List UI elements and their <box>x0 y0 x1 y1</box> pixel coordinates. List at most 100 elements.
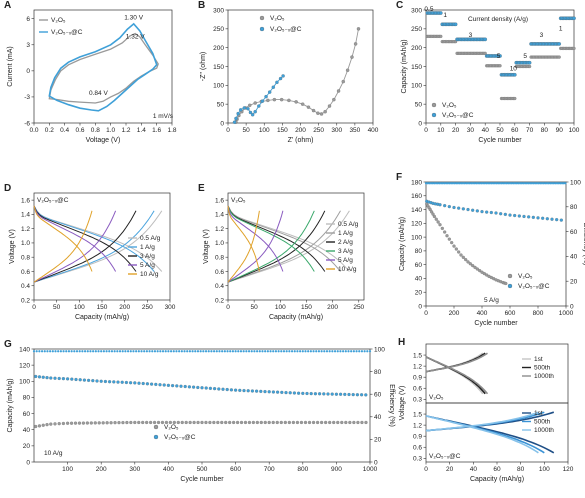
capacity-point <box>279 420 283 425</box>
capacity-point <box>204 420 208 425</box>
capacity-point <box>471 263 475 268</box>
capacity-point <box>152 420 157 425</box>
efficiency-point <box>239 350 243 353</box>
x-tick-label: 100 <box>275 304 286 311</box>
y-tick-label: 180 <box>411 179 422 186</box>
panel-label-A: A <box>4 0 11 11</box>
capacity-point <box>284 390 288 395</box>
x-tick-label: 400 <box>477 310 488 317</box>
efficiency-point <box>183 350 186 353</box>
y-tick-label: 1.5 <box>413 411 422 418</box>
eis-point <box>257 104 261 108</box>
y-tick-label: 0.2 <box>215 297 224 304</box>
capacity-point <box>503 212 507 217</box>
capacity-point <box>65 377 70 381</box>
capacity-point <box>49 376 53 380</box>
capacity-point <box>317 392 322 396</box>
efficiency-point <box>212 350 216 353</box>
efficiency-point <box>476 182 480 185</box>
efficiency-point <box>132 350 135 353</box>
capacity-point <box>271 390 276 394</box>
y-tick-label: 250 <box>213 26 224 33</box>
x-tick-label: 100 <box>539 466 550 473</box>
efficiency-point <box>363 350 366 353</box>
capacity-point <box>438 223 442 227</box>
charge-curve <box>227 210 341 283</box>
panel-label-H: H <box>398 337 405 348</box>
capacity-point <box>324 420 328 425</box>
efficiency-point <box>54 350 57 353</box>
efficiency-point <box>309 350 312 353</box>
x-tick-label: 50 <box>251 304 259 311</box>
efficiency-point <box>301 350 304 353</box>
capacity-point <box>196 420 200 425</box>
chart-title: V₂O₅₋ₓ@C <box>37 197 69 204</box>
y-axis-label: Voltage (V) <box>399 386 406 421</box>
capacity-point <box>541 216 545 220</box>
x-tick-label: 1.0 <box>106 127 115 134</box>
efficiency-point <box>75 350 79 353</box>
capacity-point <box>216 420 220 425</box>
capacity-point <box>322 392 326 396</box>
efficiency-point <box>35 350 38 353</box>
efficiency-point <box>478 182 481 185</box>
efficiency-point <box>153 350 157 353</box>
x-tick-label: 10 <box>437 127 445 134</box>
charge-curve <box>227 210 284 283</box>
capacity-point <box>154 382 158 387</box>
legend-marker <box>431 112 437 118</box>
eis-point <box>260 99 265 103</box>
x-axis-label: Cycle number <box>478 137 522 144</box>
capacity-point <box>196 385 200 390</box>
efficiency-point <box>453 182 456 185</box>
capacity-point <box>550 217 554 221</box>
efficiency-point <box>549 182 552 185</box>
capacity-point <box>340 420 344 425</box>
x-tick-label: 0 <box>424 466 428 473</box>
charge-curve <box>33 210 117 283</box>
legend-entry: 1 A/g <box>338 230 353 237</box>
charge-curve <box>227 210 315 283</box>
x-tick-label: 600 <box>230 466 241 473</box>
capacity-point <box>263 420 267 425</box>
x-tick-label: 600 <box>505 310 516 317</box>
capacity-point <box>233 388 238 392</box>
chart-title: V₂O₅ <box>231 197 246 204</box>
y-tick-label: -3 <box>24 94 30 101</box>
capacity-point <box>176 420 180 425</box>
efficiency-point <box>482 182 485 185</box>
capacity-point <box>37 375 42 379</box>
efficiency-point <box>86 350 89 353</box>
capacity-point <box>128 381 133 385</box>
capacity-point <box>343 392 347 397</box>
efficiency-point <box>505 182 508 185</box>
capacity-point <box>259 420 263 425</box>
discharge-curve <box>227 205 326 272</box>
capacity-point <box>61 421 66 426</box>
efficiency-point <box>178 350 181 353</box>
legend-entry: V₂O₅ <box>442 102 457 109</box>
y-tick-label: 0.3 <box>413 456 422 463</box>
efficiency-point <box>49 350 52 353</box>
capacity-point <box>53 376 57 380</box>
capacity-point <box>86 378 91 383</box>
charge-curve <box>227 210 260 283</box>
rate-annotation: 10 A/g <box>44 450 63 457</box>
capacity-point <box>204 386 208 390</box>
efficiency-point <box>522 182 525 185</box>
y-tick-label: 100 <box>213 83 224 90</box>
efficiency-point <box>436 182 439 185</box>
efficiency-point <box>62 350 65 353</box>
eis-point <box>236 111 240 116</box>
discharge-curve <box>227 205 260 272</box>
rate-label: 5 <box>497 53 501 60</box>
capacity-point <box>116 380 120 384</box>
y-tick-label: 100 <box>19 379 30 386</box>
efficiency-point <box>503 182 507 185</box>
efficiency-point <box>102 350 105 353</box>
capacity-point <box>117 421 121 425</box>
capacity-point <box>536 216 540 220</box>
efficiency-point <box>51 350 54 353</box>
efficiency-point <box>46 350 49 353</box>
efficiency-point <box>67 350 71 353</box>
